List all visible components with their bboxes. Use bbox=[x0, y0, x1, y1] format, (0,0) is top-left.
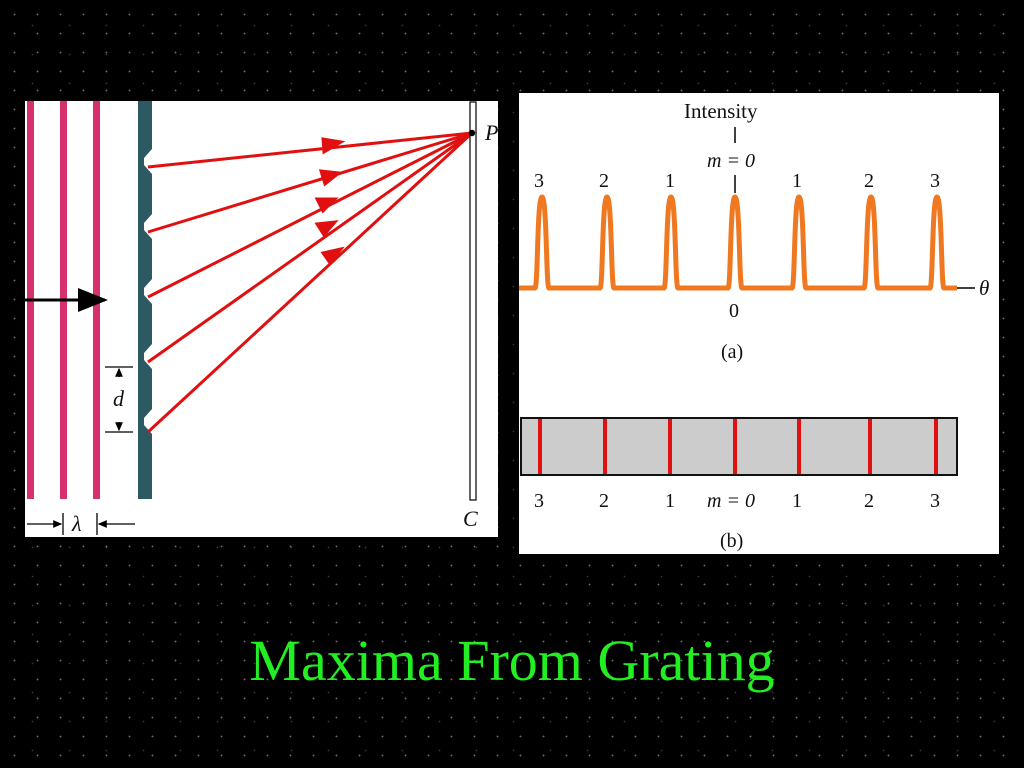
screen-c-label: C bbox=[463, 506, 478, 531]
ray bbox=[147, 131, 473, 299]
slit-spacing-marker bbox=[105, 366, 133, 433]
fringe-order-labels: 3 2 1 m = 0 1 2 3 bbox=[534, 490, 940, 512]
central-max-label: m = 0 bbox=[707, 150, 755, 172]
screen-c bbox=[469, 101, 477, 501]
ray-arrowhead bbox=[320, 246, 345, 266]
diffraction-grating bbox=[138, 101, 152, 499]
fringe-label: 3 bbox=[534, 490, 544, 512]
ray-arrowhead bbox=[318, 169, 343, 187]
order-label-right-2: 2 bbox=[864, 170, 874, 192]
order-label-left-3: 3 bbox=[534, 170, 544, 192]
grating-diagram: P C d λ bbox=[25, 101, 498, 537]
point-p bbox=[468, 129, 476, 137]
diffracted-rays bbox=[146, 131, 474, 434]
fringe-band bbox=[520, 417, 958, 476]
wavelength-lambda-label: λ bbox=[71, 511, 82, 536]
fringe-label: 2 bbox=[599, 490, 609, 512]
intensity-axis-label: Intensity bbox=[684, 99, 758, 123]
fringe-label: 1 bbox=[792, 490, 802, 512]
ray bbox=[147, 131, 473, 169]
intensity-figure: Intensity m = 0 3 2 1 1 2 3 θ 0 (a) bbox=[519, 93, 999, 554]
intensity-curve bbox=[519, 194, 957, 291]
ray-arrowhead bbox=[314, 220, 339, 238]
fringe-lines bbox=[538, 419, 938, 474]
order-labels-top: 3 2 1 1 2 3 bbox=[534, 170, 940, 192]
ray bbox=[147, 131, 473, 364]
origin-zero-label: 0 bbox=[729, 300, 739, 322]
ray bbox=[146, 131, 474, 434]
slide-title: Maxima From Grating bbox=[249, 628, 775, 693]
order-label-right-3: 3 bbox=[930, 170, 940, 192]
order-label-left-2: 2 bbox=[599, 170, 609, 192]
fringe-label: 1 bbox=[665, 490, 675, 512]
point-p-label: P bbox=[484, 120, 498, 145]
ray-arrowhead bbox=[314, 197, 339, 214]
fringe-label: 3 bbox=[930, 490, 940, 512]
wavelength-marker bbox=[27, 513, 135, 535]
ray-arrowhead bbox=[321, 137, 346, 155]
theta-label: θ bbox=[979, 276, 989, 300]
intensity-figure-svg: Intensity m = 0 3 2 1 1 2 3 θ 0 (a) bbox=[519, 99, 989, 552]
fringe-label: 2 bbox=[864, 490, 874, 512]
caption-b: (b) bbox=[720, 530, 743, 552]
spacing-d-label: d bbox=[113, 386, 125, 411]
caption-a: (a) bbox=[721, 341, 743, 363]
grating-diagram-svg: P C d λ bbox=[25, 101, 498, 536]
ray bbox=[147, 131, 473, 234]
order-label-left-1: 1 bbox=[665, 170, 675, 192]
fringe-label-central: m = 0 bbox=[707, 490, 755, 512]
order-label-right-1: 1 bbox=[792, 170, 802, 192]
